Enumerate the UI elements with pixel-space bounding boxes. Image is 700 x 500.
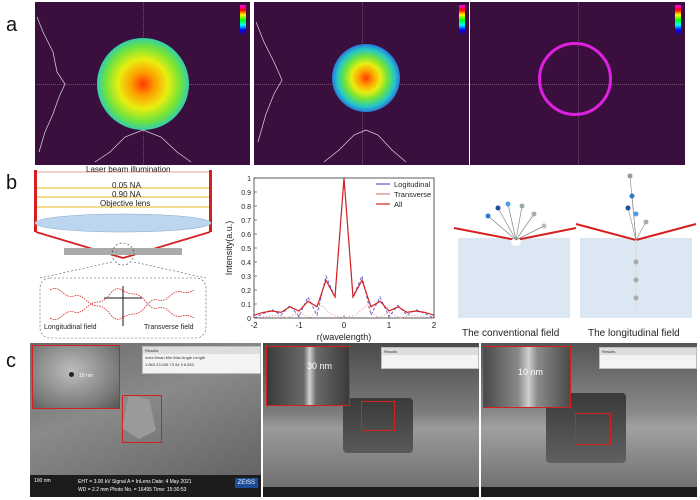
zoom-inset-2: 30 nm — [266, 346, 350, 406]
results-head-1: Area Mean Min Max Angle Length — [145, 355, 206, 360]
info-left2: WD = 2.2 mm Photo No. = 16495 Time: 15:3… — [78, 487, 187, 493]
x-tick-label: 0 — [342, 321, 347, 330]
zoom-box-3 — [575, 413, 611, 445]
panel-label-a: a — [6, 14, 18, 36]
y-tick-label: 0.4 — [241, 260, 251, 267]
beam-profile-1 — [35, 2, 250, 165]
zoom-box-1 — [122, 395, 162, 443]
longitudinal-field-label: Longitudinal field — [44, 324, 97, 331]
sem-databar-1: 100 nm EHT = 3.00 kV Signal A = InLens D… — [30, 475, 261, 497]
field-comparison-diagram: The conventional field The longitudinal … — [452, 170, 697, 348]
results-title-1: Results — [143, 347, 260, 354]
plot-frame — [253, 177, 435, 319]
beam-ring-3 — [538, 42, 612, 116]
optical-diagram: Laser beam illumination 0.05 NA 0.90 NA … — [34, 165, 212, 340]
results-box-3: Results — [599, 347, 697, 369]
beam-spot-2 — [332, 44, 400, 112]
intensity-chart: -2 -1 0 1 2 0 0.1 0.2 0.3 0.4 0.5 0.6 0.7 0.8 0.9 1 r(wa… — [224, 176, 437, 342]
sem-databar-2 — [263, 487, 479, 497]
x-tick-label: 2 — [432, 321, 437, 330]
y-tick-label: 0 — [247, 316, 251, 323]
results-title-3: Results — [600, 348, 696, 355]
beam-profile-2 — [254, 2, 469, 165]
longitudinal-field-caption: The longitudinal field — [588, 328, 680, 339]
y-tick-label: 0.9 — [241, 190, 251, 197]
y-tick-label: 0.5 — [241, 246, 251, 253]
x-tick-label: -2 — [250, 321, 258, 330]
panel-label-b: b — [6, 172, 18, 194]
conventional-field-caption: The conventional field — [462, 328, 560, 339]
beam-profile-3 — [470, 2, 685, 165]
info-left: EHT = 3.00 kV Signal A = InLens Date: 4 … — [78, 479, 192, 485]
inset3-label: 10 nm — [518, 367, 544, 377]
series-line-logitudinal — [253, 177, 435, 319]
x-axis-label: r(wavelength) — [317, 332, 372, 342]
panel-label-c: c — [6, 350, 16, 372]
beam-spot-1 — [97, 38, 189, 130]
zoom-inset-1: 10 nm — [32, 345, 120, 409]
series-line-all — [253, 177, 435, 316]
x-tick-label: -1 — [295, 321, 303, 330]
sem-image-3: 10 nm Results — [481, 343, 697, 497]
zeiss-logo: ZEISS — [234, 478, 258, 488]
sem-databar-3 — [481, 487, 697, 497]
intensity-profile-2 — [255, 21, 407, 163]
sem-image-2: 30 nm Results — [263, 343, 479, 497]
y-axis-label: Intensity(a.u.) — [224, 221, 234, 276]
na-low-label: 0.05 NA — [112, 181, 141, 190]
y-tick-label: 0.8 — [241, 204, 251, 211]
results-box-2: Results — [381, 347, 479, 369]
x-tick-label: 1 — [387, 321, 392, 330]
legend-label-all: All — [394, 200, 403, 209]
transverse-field-label: Transverse field — [144, 324, 194, 331]
na-high-label: 0.90 NA — [112, 190, 141, 199]
results-title-2: Results — [382, 348, 478, 355]
y-tick-label: 0.6 — [241, 232, 251, 239]
results-row-1: 1.863 23.036 73 94 9 8.853 — [145, 362, 194, 367]
y-tick-label: 1 — [247, 176, 251, 183]
intensity-profile-1 — [36, 16, 192, 163]
series-line-transverse — [253, 304, 435, 319]
illumination-label: Laser beam illumination — [86, 165, 171, 174]
sem-image-1: 10 nm Results Area Mean Min Max Angle Le… — [30, 343, 261, 497]
y-tick-label: 0.7 — [241, 218, 251, 225]
zoom-box-2 — [361, 401, 395, 431]
zoom-inset-3: 10 nm — [483, 346, 571, 408]
legend-label-transverse: Transverse — [394, 190, 431, 199]
y-tick-label: 0.3 — [241, 274, 251, 281]
inset2-label: 30 nm — [307, 361, 333, 371]
scale-left: 100 nm — [34, 478, 51, 484]
objective-label: Objective lens — [100, 199, 151, 208]
inset1-label: 10 nm — [79, 373, 93, 379]
results-box-1: Results Area Mean Min Max Angle Length 1… — [142, 346, 261, 374]
y-tick-label: 0.1 — [241, 302, 251, 309]
y-tick-label: 0.2 — [241, 288, 251, 295]
trench-2 — [343, 398, 413, 453]
legend-label-logitudinal: Logitudinal — [394, 180, 431, 189]
